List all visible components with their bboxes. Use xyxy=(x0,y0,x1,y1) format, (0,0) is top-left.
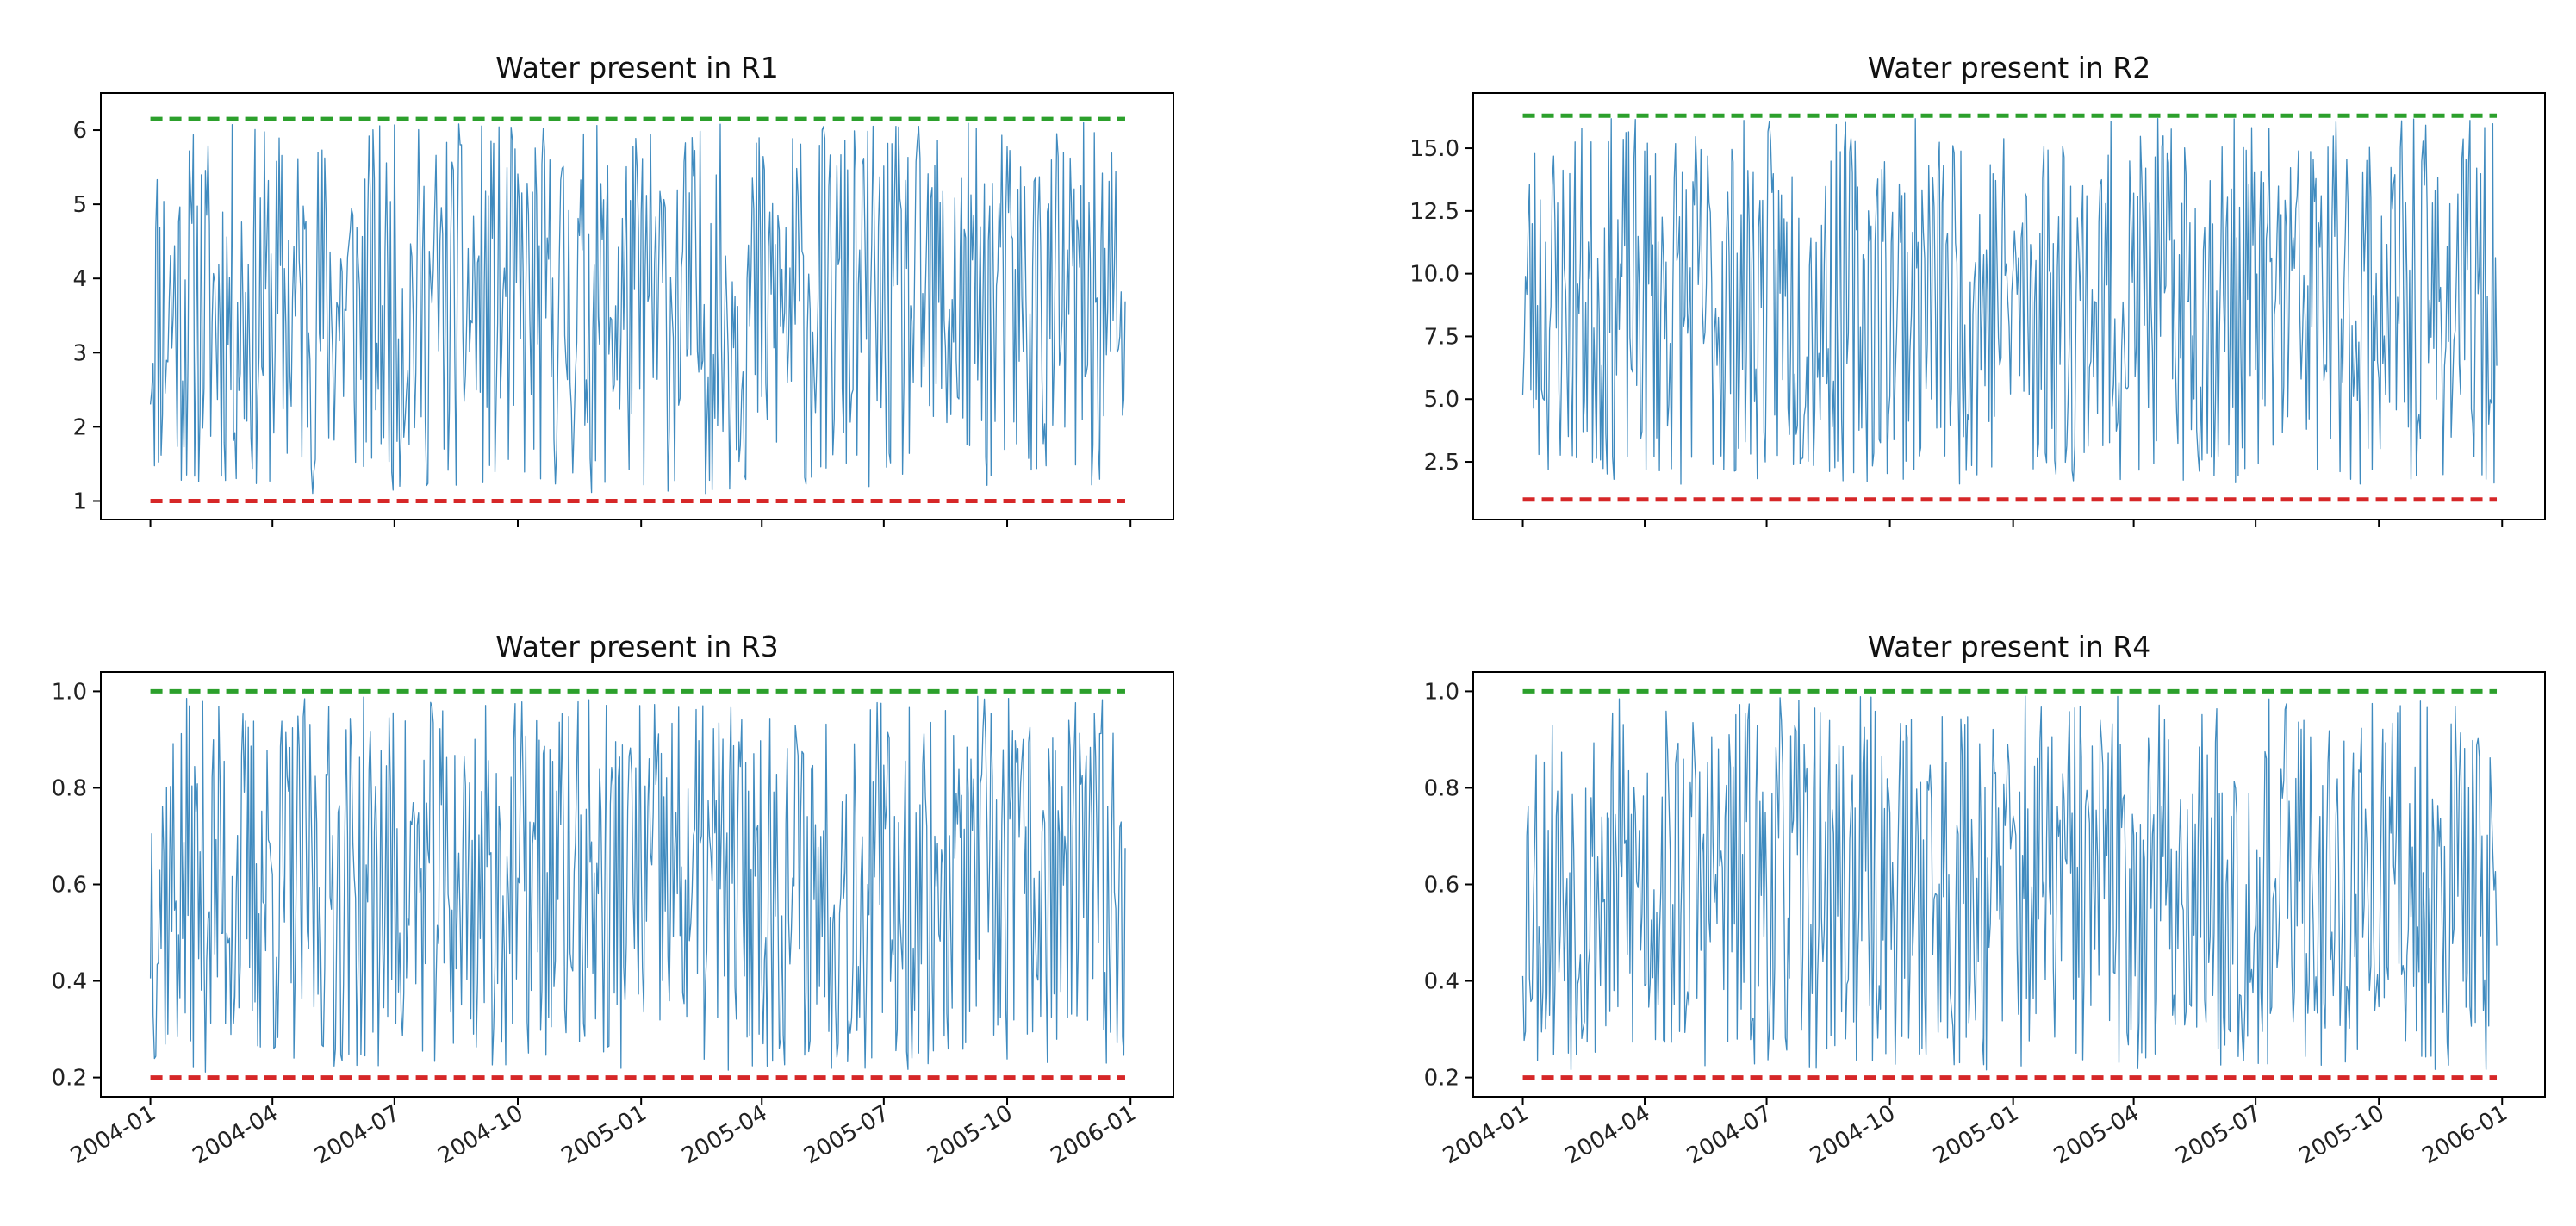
x-tick-label: 2004-04 xyxy=(189,1100,283,1169)
y-tick-label: 3 xyxy=(72,340,87,366)
y-tick-label: 6 xyxy=(72,118,87,144)
x-tick-label: 2004-10 xyxy=(1806,1100,1900,1169)
chart-title: Water present in R4 xyxy=(1868,630,2150,663)
axes-frame xyxy=(100,92,1174,520)
x-tick-label: 2005-10 xyxy=(2295,1100,2389,1169)
x-tick-label: 2004-04 xyxy=(1560,1100,1654,1169)
y-tick-label: 0.2 xyxy=(52,1066,87,1092)
y-tick-label: 5.0 xyxy=(1424,387,1459,413)
y-tick-label: 2.5 xyxy=(1424,450,1459,476)
y-tick-label: 1 xyxy=(72,489,87,514)
y-tick-label: 12.5 xyxy=(1409,199,1459,225)
y-tick-label: 0.4 xyxy=(52,969,87,995)
chart-panel-r2: Water present in R2 2.5 5.0 7.5 10.0 12.5 15.0 xyxy=(1409,51,2546,527)
x-tick-label: 2004-01 xyxy=(1439,1100,1533,1169)
x-tick-label: 2004-07 xyxy=(1683,1100,1776,1169)
x-tick-label: 2005-04 xyxy=(2050,1100,2144,1169)
x-tick-label: 2005-01 xyxy=(1929,1100,2023,1169)
y-tick-label: 0.2 xyxy=(1424,1066,1459,1092)
chart-title: Water present in R3 xyxy=(495,630,778,663)
series-line xyxy=(149,695,1126,1073)
series-line xyxy=(1521,117,2498,485)
y-tick-label: 1.0 xyxy=(52,679,87,705)
chart-panel-r3: Water present in R3 0.2 0.4 0.6 0.8 1.0 2004-0… xyxy=(52,630,1174,1169)
chart-panel-r1: Water present in R1 1 2 3 4 5 6 xyxy=(72,51,1174,527)
x-tick-label: 2005-07 xyxy=(800,1100,893,1169)
y-tick-label: 7.5 xyxy=(1424,324,1459,350)
x-tick-label: 2004-01 xyxy=(66,1100,160,1169)
x-tick-label: 2004-07 xyxy=(310,1100,404,1169)
x-tick-label: 2005-07 xyxy=(2172,1100,2266,1169)
y-tick-label: 10.0 xyxy=(1409,262,1459,288)
y-tick-label: 15.0 xyxy=(1409,136,1459,162)
series-line xyxy=(1521,695,2498,1071)
y-tick-label: 5 xyxy=(72,192,87,218)
x-tick-label: 2005-10 xyxy=(923,1100,1017,1169)
x-tick-label: 2005-04 xyxy=(678,1100,772,1169)
y-tick-label: 2 xyxy=(72,414,87,440)
chart-title: Water present in R1 xyxy=(495,51,778,84)
chart-title: Water present in R2 xyxy=(1868,51,2150,84)
x-tick-label: 2005-01 xyxy=(557,1100,651,1169)
y-tick-label: 0.8 xyxy=(52,775,87,801)
y-tick-label: 4 xyxy=(72,266,87,292)
series-line xyxy=(149,121,1126,495)
x-tick-label: 2006-01 xyxy=(2418,1100,2512,1169)
x-tick-label: 2004-10 xyxy=(433,1100,527,1169)
y-tick-label: 1.0 xyxy=(1424,679,1459,705)
y-tick-label: 0.8 xyxy=(1424,775,1459,801)
y-tick-label: 0.6 xyxy=(1424,873,1459,899)
x-tick-label: 2006-01 xyxy=(1047,1100,1141,1169)
y-tick-label: 0.4 xyxy=(1424,969,1459,995)
chart-panel-r4: Water present in R4 0.2 0.4 0.6 0.8 1.0 2004-0… xyxy=(1424,630,2546,1169)
axes-frame xyxy=(1472,92,2546,520)
y-tick-label: 0.6 xyxy=(52,873,87,899)
